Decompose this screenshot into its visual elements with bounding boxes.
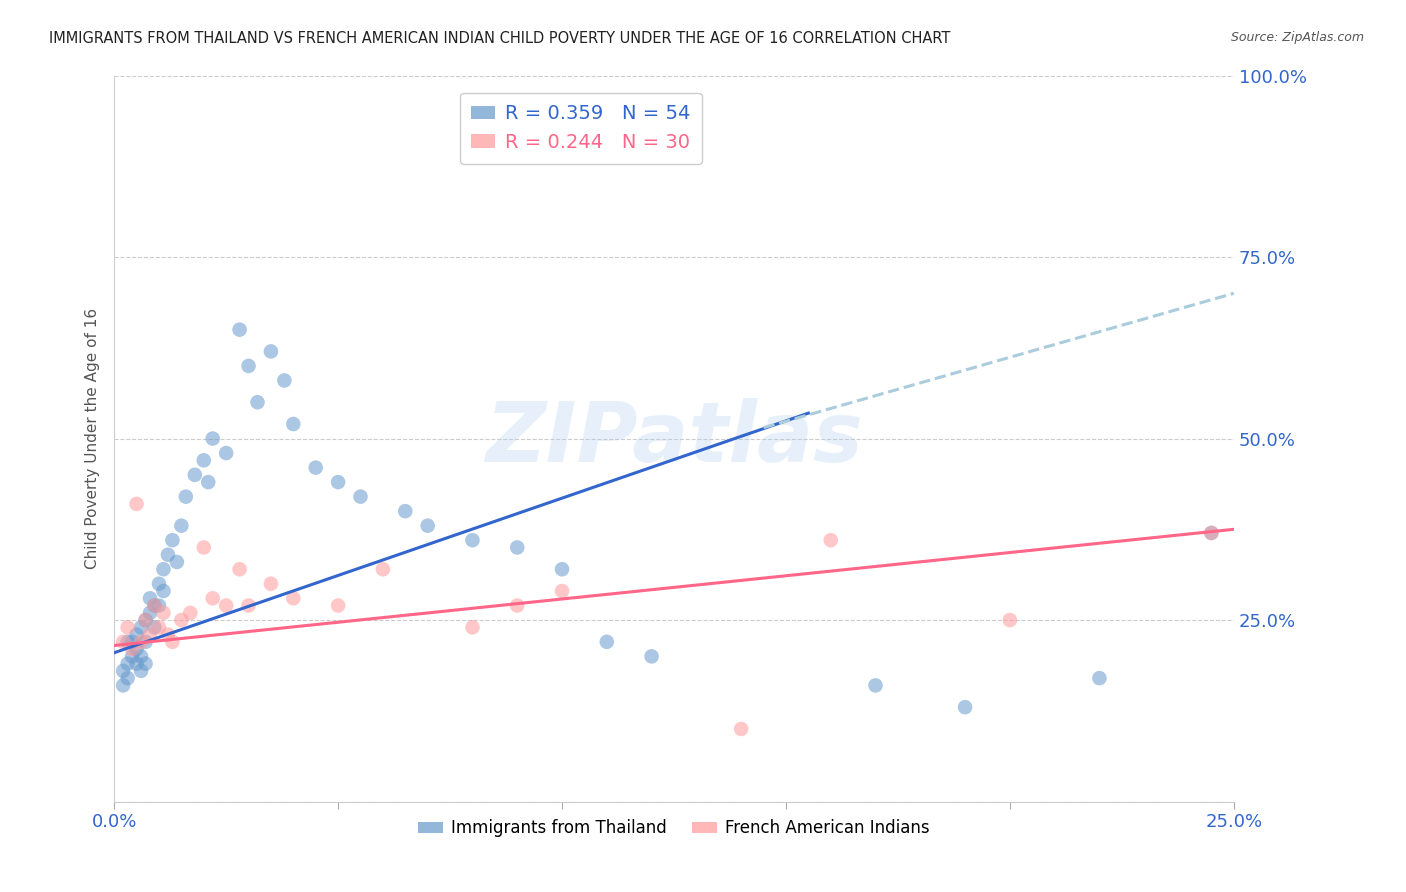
Point bbox=[551, 584, 574, 599]
Point bbox=[283, 417, 305, 431]
Point bbox=[596, 635, 619, 649]
Point bbox=[170, 518, 193, 533]
Point bbox=[305, 460, 328, 475]
Point bbox=[228, 323, 250, 337]
Point bbox=[461, 620, 484, 634]
Point bbox=[215, 599, 238, 613]
Point bbox=[125, 657, 148, 671]
Point bbox=[326, 475, 349, 489]
Text: Source: ZipAtlas.com: Source: ZipAtlas.com bbox=[1230, 31, 1364, 45]
Point bbox=[193, 541, 215, 555]
Point bbox=[166, 555, 188, 569]
Point bbox=[506, 541, 529, 555]
Point bbox=[139, 606, 162, 620]
Legend: Immigrants from Thailand, French American Indians: Immigrants from Thailand, French America… bbox=[412, 813, 936, 844]
Point bbox=[394, 504, 416, 518]
Point bbox=[283, 591, 305, 606]
Point bbox=[326, 599, 349, 613]
Point bbox=[117, 657, 139, 671]
Point bbox=[197, 475, 219, 489]
Point bbox=[162, 635, 184, 649]
Point bbox=[143, 599, 166, 613]
Point bbox=[193, 453, 215, 467]
Point bbox=[152, 606, 174, 620]
Point bbox=[201, 591, 224, 606]
Point bbox=[117, 635, 139, 649]
Point bbox=[730, 722, 752, 736]
Point bbox=[112, 678, 135, 692]
Point bbox=[121, 635, 143, 649]
Point bbox=[820, 533, 842, 548]
Point bbox=[349, 490, 371, 504]
Text: IMMIGRANTS FROM THAILAND VS FRENCH AMERICAN INDIAN CHILD POVERTY UNDER THE AGE O: IMMIGRANTS FROM THAILAND VS FRENCH AMERI… bbox=[49, 31, 950, 46]
Point bbox=[129, 620, 152, 634]
Point bbox=[1088, 671, 1111, 685]
Point bbox=[273, 374, 295, 388]
Point bbox=[121, 649, 143, 664]
Point bbox=[125, 642, 148, 657]
Point bbox=[156, 548, 179, 562]
Point bbox=[129, 649, 152, 664]
Point bbox=[139, 627, 162, 641]
Text: ZIPatlas: ZIPatlas bbox=[485, 398, 863, 479]
Point bbox=[371, 562, 394, 576]
Point bbox=[170, 613, 193, 627]
Point bbox=[201, 432, 224, 446]
Point bbox=[640, 649, 662, 664]
Point bbox=[143, 599, 166, 613]
Point bbox=[461, 533, 484, 548]
Point bbox=[506, 599, 529, 613]
Point bbox=[174, 490, 197, 504]
Point bbox=[416, 518, 439, 533]
Point bbox=[121, 642, 143, 657]
Point bbox=[551, 562, 574, 576]
Point bbox=[156, 627, 179, 641]
Point bbox=[112, 635, 135, 649]
Point bbox=[117, 620, 139, 634]
Point bbox=[148, 576, 170, 591]
Point bbox=[152, 584, 174, 599]
Point bbox=[135, 657, 157, 671]
Point bbox=[135, 613, 157, 627]
Point bbox=[228, 562, 250, 576]
Point bbox=[129, 664, 152, 678]
Point bbox=[1201, 525, 1223, 540]
Point bbox=[112, 664, 135, 678]
Point bbox=[148, 599, 170, 613]
Point bbox=[238, 599, 260, 613]
Point bbox=[260, 344, 283, 359]
Point bbox=[184, 467, 207, 482]
Point bbox=[953, 700, 976, 714]
Point bbox=[260, 576, 283, 591]
Point bbox=[117, 671, 139, 685]
Point bbox=[125, 497, 148, 511]
Point bbox=[135, 635, 157, 649]
Point bbox=[152, 562, 174, 576]
Point bbox=[238, 359, 260, 373]
Point bbox=[215, 446, 238, 460]
Point bbox=[998, 613, 1021, 627]
Point bbox=[125, 627, 148, 641]
Point bbox=[129, 635, 152, 649]
Point bbox=[179, 606, 201, 620]
Point bbox=[135, 613, 157, 627]
Point bbox=[162, 533, 184, 548]
Y-axis label: Child Poverty Under the Age of 16: Child Poverty Under the Age of 16 bbox=[86, 308, 100, 569]
Point bbox=[1201, 525, 1223, 540]
Point bbox=[139, 591, 162, 606]
Point bbox=[865, 678, 887, 692]
Point bbox=[143, 620, 166, 634]
Point bbox=[246, 395, 269, 409]
Point bbox=[148, 620, 170, 634]
